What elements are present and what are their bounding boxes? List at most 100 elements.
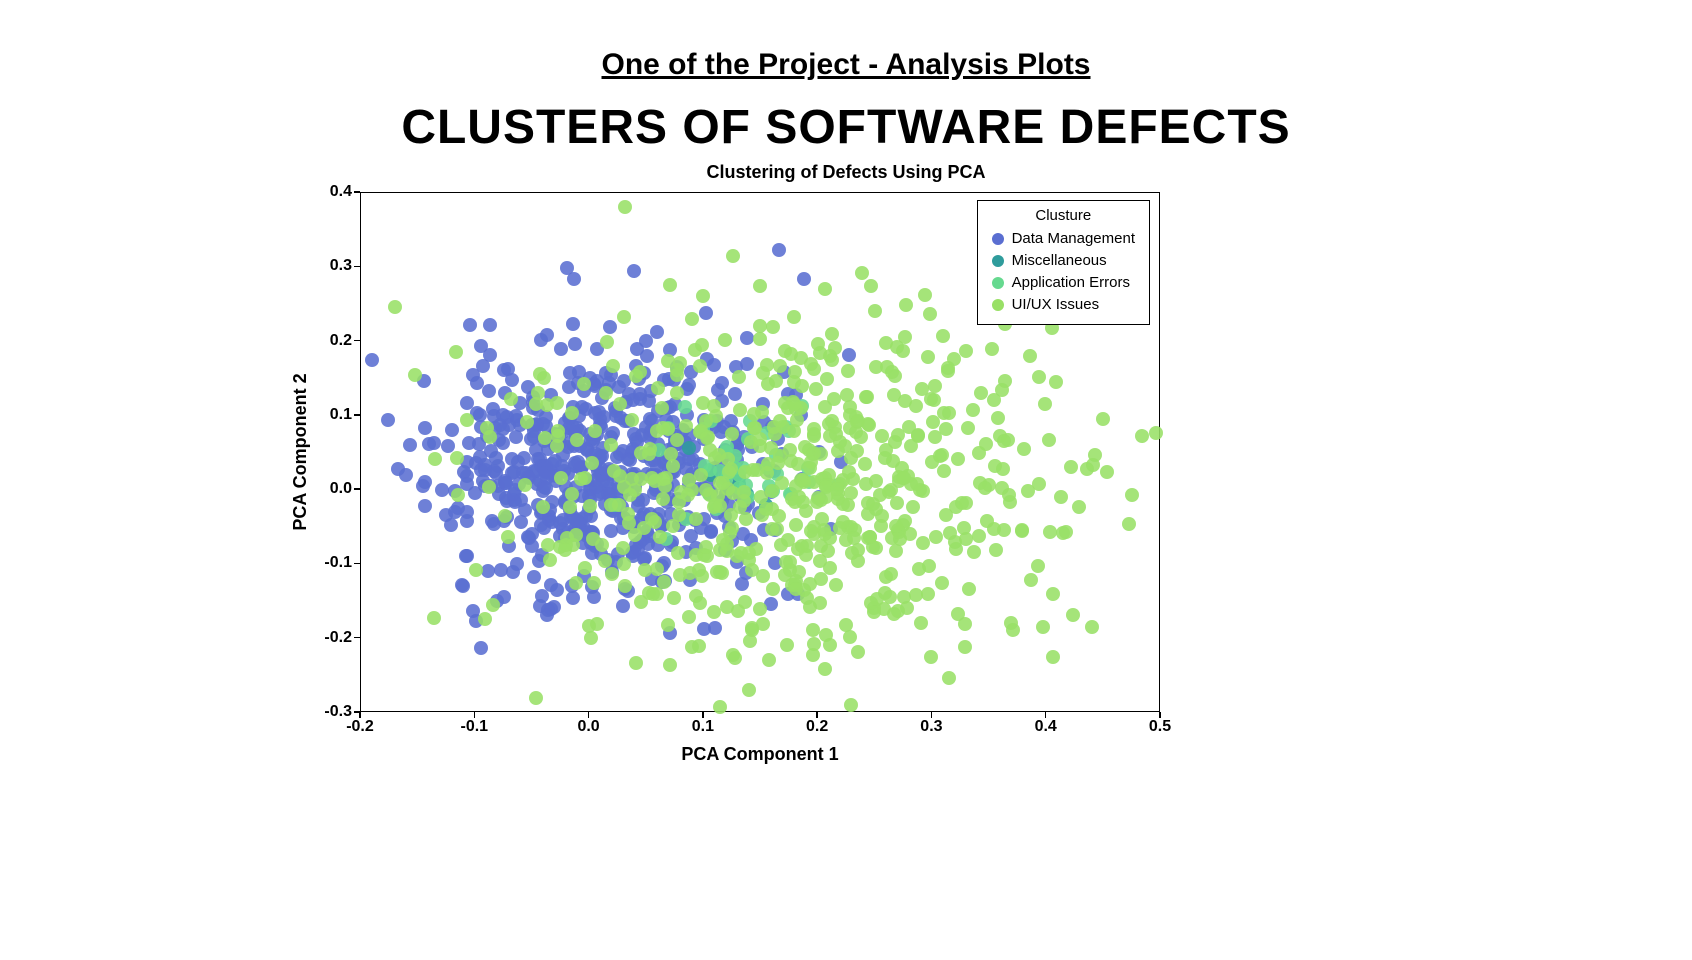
x-tick-mark bbox=[931, 712, 933, 718]
scatter-point bbox=[604, 498, 618, 512]
scatter-point bbox=[842, 465, 856, 479]
y-tick-mark bbox=[354, 563, 360, 565]
scatter-point bbox=[699, 540, 713, 554]
scatter-point bbox=[959, 496, 973, 510]
x-axis-label: PCA Component 1 bbox=[360, 744, 1160, 765]
page: One of the Project - Analysis Plots CLUS… bbox=[0, 0, 1692, 960]
scatter-point bbox=[563, 500, 577, 514]
scatter-point bbox=[595, 538, 609, 552]
scatter-point bbox=[713, 499, 727, 513]
scatter-point bbox=[980, 514, 994, 528]
x-tick-label: -0.2 bbox=[330, 718, 390, 736]
scatter-point bbox=[987, 393, 1001, 407]
scatter-point bbox=[628, 528, 642, 542]
scatter-point bbox=[469, 563, 483, 577]
scatter-point bbox=[543, 553, 557, 567]
scatter-point bbox=[365, 353, 379, 367]
legend-item-label: Data Management bbox=[1012, 228, 1135, 250]
scatter-point bbox=[403, 438, 417, 452]
scatter-point bbox=[941, 364, 955, 378]
x-tick-mark bbox=[702, 712, 704, 718]
scatter-point bbox=[906, 500, 920, 514]
scatter-point bbox=[959, 344, 973, 358]
scatter-point bbox=[753, 319, 767, 333]
scatter-point bbox=[498, 509, 512, 523]
scatter-point bbox=[827, 392, 841, 406]
scatter-point bbox=[422, 437, 436, 451]
scatter-point bbox=[781, 533, 795, 547]
scatter-point bbox=[625, 472, 639, 486]
y-tick-mark bbox=[354, 191, 360, 193]
scatter-point bbox=[693, 596, 707, 610]
scatter-point bbox=[534, 518, 548, 532]
scatter-point bbox=[667, 591, 681, 605]
scatter-point bbox=[844, 451, 858, 465]
scatter-point bbox=[921, 587, 935, 601]
scatter-point bbox=[787, 310, 801, 324]
x-tick-label: 0.4 bbox=[1016, 718, 1076, 736]
scatter-point bbox=[470, 376, 484, 390]
scatter-point bbox=[1038, 397, 1052, 411]
scatter-point bbox=[789, 479, 803, 493]
scatter-point bbox=[439, 508, 453, 522]
scatter-point bbox=[1036, 620, 1050, 634]
scatter-point bbox=[585, 456, 599, 470]
scatter-point bbox=[863, 530, 877, 544]
scatter-point bbox=[541, 603, 555, 617]
scatter-point bbox=[569, 576, 583, 590]
scatter-point bbox=[841, 364, 855, 378]
scatter-point bbox=[933, 449, 947, 463]
scatter-point bbox=[482, 480, 496, 494]
scatter-point bbox=[843, 630, 857, 644]
scatter-point bbox=[718, 333, 732, 347]
scatter-point bbox=[961, 421, 975, 435]
scatter-point bbox=[666, 459, 680, 473]
scatter-point bbox=[673, 568, 687, 582]
scatter-point bbox=[514, 493, 528, 507]
scatter-point bbox=[541, 538, 555, 552]
scatter-point bbox=[1043, 525, 1057, 539]
scatter-point bbox=[807, 637, 821, 651]
scatter-point bbox=[823, 531, 837, 545]
scatter-point bbox=[974, 386, 988, 400]
scatter-point bbox=[720, 537, 734, 551]
scatter-point bbox=[527, 570, 541, 584]
scatter-point bbox=[951, 607, 965, 621]
y-tick-mark bbox=[354, 340, 360, 342]
scatter-point bbox=[958, 640, 972, 654]
scatter-point bbox=[474, 339, 488, 353]
scatter-point bbox=[603, 320, 617, 334]
scatter-point bbox=[693, 359, 707, 373]
scatter-point bbox=[560, 261, 574, 275]
scatter-point bbox=[634, 595, 648, 609]
scatter-point bbox=[864, 279, 878, 293]
scatter-point bbox=[889, 519, 903, 533]
scatter-point bbox=[886, 454, 900, 468]
scatter-point bbox=[829, 578, 843, 592]
scatter-point bbox=[996, 462, 1010, 476]
scatter-point bbox=[936, 329, 950, 343]
scatter-point bbox=[753, 432, 767, 446]
scatter-point bbox=[565, 406, 579, 420]
scatter-point bbox=[760, 466, 774, 480]
scatter-point bbox=[534, 333, 548, 347]
scatter-point bbox=[666, 519, 680, 533]
scatter-point bbox=[638, 563, 652, 577]
scatter-point bbox=[897, 471, 911, 485]
scatter-point bbox=[478, 463, 492, 477]
scatter-point bbox=[815, 512, 829, 526]
scatter-point bbox=[650, 587, 664, 601]
y-tick-mark bbox=[354, 488, 360, 490]
scatter-point bbox=[1096, 412, 1110, 426]
scatter-point bbox=[823, 561, 837, 575]
scatter-point bbox=[838, 439, 852, 453]
scatter-point bbox=[957, 521, 971, 535]
scatter-point bbox=[726, 648, 740, 662]
scatter-point bbox=[771, 456, 785, 470]
scatter-point bbox=[445, 423, 459, 437]
scatter-point bbox=[418, 421, 432, 435]
scatter-point bbox=[566, 317, 580, 331]
scatter-point bbox=[766, 582, 780, 596]
scatter-point bbox=[804, 524, 818, 538]
scatter-point bbox=[441, 439, 455, 453]
